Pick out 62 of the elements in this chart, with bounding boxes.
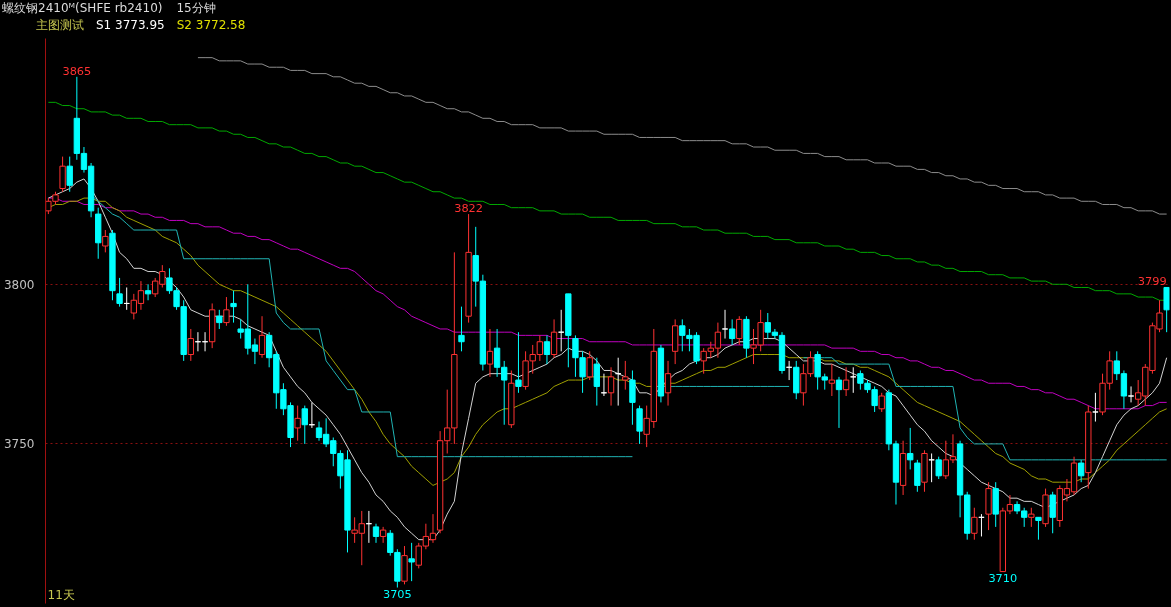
candlestick [629, 369, 636, 426]
text: S2 3772.58 [176, 18, 246, 32]
candlestick [914, 459, 921, 493]
candlestick [379, 526, 387, 544]
candlestick [971, 507, 978, 541]
candlestick [187, 328, 194, 362]
candlestick [842, 366, 850, 397]
y-tick-label: 3800 [3, 277, 35, 292]
candlestick [1028, 507, 1035, 528]
candlestick [586, 350, 593, 381]
candlestick [223, 296, 230, 327]
candlestick [1163, 286, 1170, 333]
candlestick [828, 363, 836, 397]
candlestick [721, 309, 729, 340]
candlestick [258, 315, 266, 359]
candlestick [664, 360, 672, 407]
candlestick [935, 456, 942, 480]
line-series [197, 57, 1168, 215]
line-series [47, 197, 1168, 410]
candlestick [66, 156, 73, 193]
text: 3710 [988, 570, 1018, 585]
candlestick [736, 315, 743, 346]
candlestick [835, 376, 843, 429]
text: S1 3773.95 [96, 18, 165, 32]
text: 3705 [382, 586, 412, 601]
candlestick [230, 290, 237, 324]
candlestick [1049, 491, 1056, 534]
annotation: 11天 [47, 587, 75, 602]
candlestick [59, 156, 66, 193]
candlestick [928, 452, 935, 483]
text: 3865 [62, 63, 92, 78]
candlestick [622, 360, 629, 391]
candlestick [1078, 459, 1085, 483]
candlestick [593, 357, 600, 407]
candlestick [144, 283, 152, 301]
text: 3822 [454, 201, 484, 216]
text: 3799 [1137, 274, 1167, 289]
candlestick [301, 405, 308, 445]
candlestick [878, 392, 885, 413]
candlestick [850, 366, 857, 394]
candlestick [1092, 392, 1099, 423]
candlestick [728, 318, 736, 346]
candlestick [458, 306, 465, 352]
candlestick [1127, 385, 1135, 403]
candlestick [1035, 516, 1042, 541]
candlestick [515, 331, 522, 394]
chart-title: 螺纹钢2410ᴹ(SHFE rb2410) [2, 1, 163, 15]
candlestick [294, 405, 301, 442]
candlestick [486, 328, 494, 378]
candlestick [116, 277, 123, 308]
candlestick [550, 318, 558, 359]
candlestick [636, 405, 643, 445]
candlestick [907, 427, 914, 470]
candlestick [216, 309, 223, 330]
text: 主图测试 [36, 18, 84, 32]
candlestick [543, 334, 551, 365]
candlestick [372, 523, 380, 544]
y-tick-label: 3750 [3, 437, 35, 452]
candlestick [408, 542, 415, 582]
chart-subtitle: 15分钟 [176, 1, 216, 15]
candlestick [102, 229, 109, 253]
candlestick [607, 366, 615, 407]
